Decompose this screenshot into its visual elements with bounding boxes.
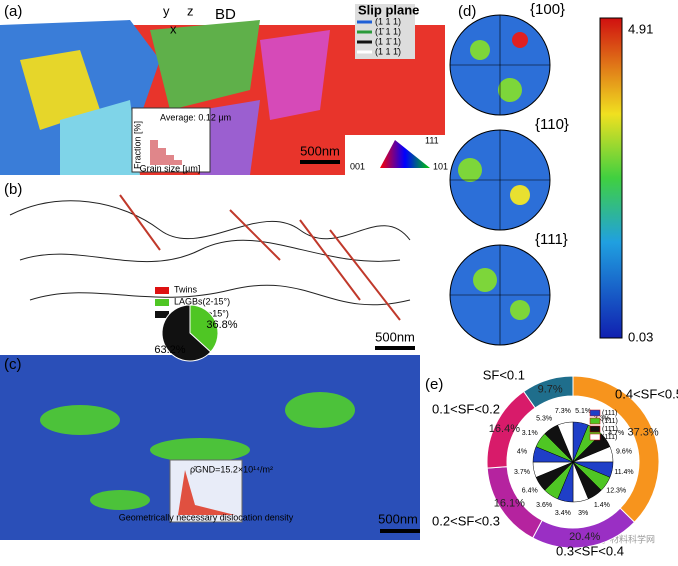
axis-label: BD bbox=[215, 6, 236, 23]
inner-label: 5.1% bbox=[575, 408, 591, 415]
grain bbox=[60, 100, 140, 175]
legend-entry: (1̄11) bbox=[602, 418, 618, 425]
inner-label: 4.7% bbox=[608, 430, 624, 437]
legend-swatch bbox=[589, 409, 601, 417]
grain bbox=[150, 20, 260, 110]
legend-entry: (1 1 1) bbox=[375, 16, 401, 26]
inner-label: 12.3% bbox=[606, 488, 626, 495]
panel-label: (a) bbox=[4, 3, 22, 20]
grain bbox=[20, 50, 100, 130]
inner-label: 3.6% bbox=[536, 502, 552, 509]
category-label: 0.2<SF<0.3 bbox=[432, 513, 500, 528]
pole-label: {110} bbox=[535, 116, 569, 133]
value-label: 16.1% bbox=[494, 497, 525, 509]
inner-label: 5.3% bbox=[536, 416, 552, 423]
colorbar bbox=[599, 17, 623, 339]
inner-label: 7.3% bbox=[555, 408, 571, 415]
inset-xlabel: Grain size [μm] bbox=[140, 163, 201, 173]
inset-ylabel: Fraction [%] bbox=[132, 121, 142, 169]
value-label: 37.3% bbox=[627, 426, 658, 438]
legend-entry: LAGBs(2-15°) bbox=[174, 296, 230, 306]
panel-label: (d) bbox=[458, 3, 476, 20]
inset-text: Average: 0.12 μm bbox=[160, 112, 231, 122]
inner-label: 3% bbox=[578, 510, 588, 517]
value-label: 20.4% bbox=[569, 531, 600, 543]
panel-label: (b) bbox=[4, 181, 22, 198]
scale-bar-label: 500nm bbox=[300, 143, 340, 158]
inset-text: ρ̄GND=15.2×10¹⁴/m² bbox=[190, 464, 273, 474]
category-label: SF<0.1 bbox=[483, 367, 525, 382]
ipf-label: 111 bbox=[425, 135, 439, 145]
inner-label: 3.7% bbox=[514, 469, 530, 476]
legend-entry: (111) bbox=[602, 410, 617, 417]
pole-label: {100} bbox=[530, 1, 565, 18]
legend-swatch bbox=[589, 417, 601, 425]
pole-label: {111} bbox=[535, 231, 568, 248]
legend-entry: Twins bbox=[174, 284, 198, 294]
value-label: 9.7% bbox=[538, 383, 563, 395]
panel-label: (c) bbox=[4, 356, 22, 373]
ipf-label: 101 bbox=[433, 161, 448, 171]
legend-entry: (1 1̄ 1) bbox=[375, 36, 401, 46]
grain bbox=[200, 100, 260, 175]
inner-label: 3.4% bbox=[555, 510, 571, 517]
watermark: 公众号·材料科学网 bbox=[580, 533, 655, 544]
scale-bar-label: 500nm bbox=[375, 329, 415, 344]
inner-label: 4% bbox=[517, 449, 527, 456]
legend-entry: (111̄) bbox=[602, 434, 617, 441]
legend-entry: (1̄ 1 1) bbox=[375, 26, 401, 36]
value-label: 36.8% bbox=[206, 319, 237, 331]
category-label: 0.1<SF<0.2 bbox=[432, 401, 500, 416]
inner-label: 6.4% bbox=[522, 488, 538, 495]
legend-title: Slip plane bbox=[358, 2, 419, 17]
grain bbox=[260, 30, 330, 120]
inner-label: 1.4% bbox=[594, 502, 610, 509]
scale-bar-label: 500nm bbox=[378, 511, 418, 526]
category-label: 0.3<SF<0.4 bbox=[556, 543, 624, 558]
pie-slice bbox=[161, 304, 212, 362]
inset-xlabel: Geometrically necessary dislocation dens… bbox=[119, 512, 294, 522]
pie-slice bbox=[189, 304, 219, 353]
value-label: 63.2% bbox=[154, 344, 185, 356]
panel-label: (e) bbox=[425, 376, 443, 393]
legend-swatch bbox=[589, 425, 601, 433]
legend-entry: (11̄1) bbox=[602, 426, 618, 433]
inner-label: 9.6% bbox=[616, 449, 632, 456]
inner-label: 3.3% bbox=[594, 416, 610, 423]
inner-label: 3.1% bbox=[522, 430, 538, 437]
inner-slice bbox=[557, 421, 574, 463]
inner-label: 11.4% bbox=[614, 469, 633, 476]
axis-label: x bbox=[170, 21, 177, 36]
axis-label: y bbox=[163, 3, 170, 18]
axis-label: z bbox=[187, 3, 194, 18]
ipf-label: 001 bbox=[350, 161, 365, 171]
colorbar-label: 4.91 bbox=[628, 21, 653, 36]
pole-figures bbox=[449, 14, 551, 346]
pie-slice bbox=[523, 375, 574, 409]
legend-swatch bbox=[589, 433, 601, 441]
colorbar-label: 0.03 bbox=[628, 329, 653, 344]
legend-entry: (1 1 1̄) bbox=[375, 46, 401, 56]
category-label: 0.4<SF<0.5 bbox=[615, 386, 678, 401]
value-label: 16.4% bbox=[489, 423, 520, 435]
